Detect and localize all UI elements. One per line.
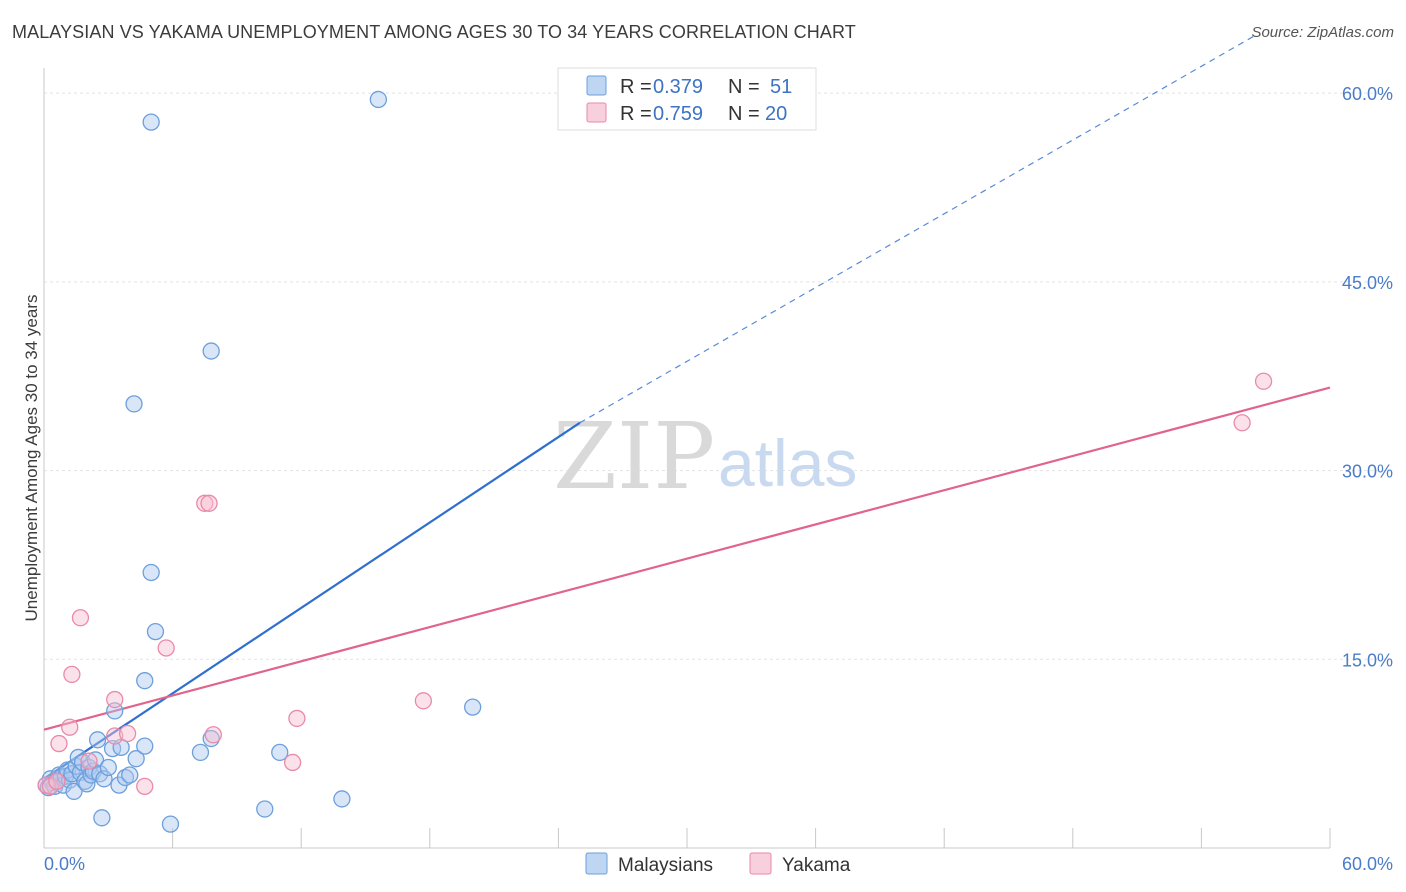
point-yakama — [157, 639, 175, 657]
point-malaysians — [95, 770, 113, 788]
top-legend: R = 0.379 N = 51 R = 0.759 N = 20 — [557, 67, 817, 131]
bottom-legend-swatch-malaysians — [585, 852, 608, 875]
bottom-legend-label-yakama: Yakama — [782, 855, 851, 876]
point-malaysians — [99, 758, 117, 777]
x-tick-labels: 0.0% 60.0% — [44, 854, 1393, 874]
point-malaysians — [136, 737, 154, 755]
point-malaysians — [256, 800, 274, 818]
point-yakama — [200, 494, 218, 512]
legend-swatch-yakama — [586, 102, 607, 123]
point-yakama — [196, 494, 214, 512]
trend-line-yakama — [43, 386, 1331, 731]
point-yakama — [414, 692, 433, 710]
point-yakama — [61, 718, 79, 736]
point-malaysians — [93, 809, 111, 827]
legend-n-value-malaysians: 51 — [770, 76, 792, 98]
point-malaysians — [65, 782, 83, 801]
axes — [43, 68, 1331, 849]
y-tick-label: 30.0% — [1342, 462, 1393, 482]
grid-lines — [44, 92, 1392, 660]
point-malaysians — [142, 563, 160, 582]
point-yakama — [288, 709, 306, 728]
point-yakama — [48, 772, 66, 790]
point-malaysians — [464, 698, 482, 716]
point-malaysians — [103, 739, 122, 758]
point-malaysians — [161, 815, 180, 833]
point-yakama — [204, 726, 222, 744]
point-malaysians — [146, 622, 165, 641]
point-yakama — [50, 734, 68, 753]
point-yakama — [63, 665, 81, 684]
legend-r-value-malaysians: 0.379 — [653, 76, 703, 98]
point-yakama — [106, 727, 124, 745]
point-malaysians — [88, 731, 107, 749]
legend-r-label-malaysians: R = — [620, 76, 652, 98]
point-yakama — [71, 609, 90, 627]
y-tick-label: 45.0% — [1342, 273, 1393, 293]
y-axis-title: Unemployment Among Ages 30 to 34 years — [22, 295, 41, 622]
point-yakama — [106, 690, 124, 709]
legend-r-value-yakama: 0.759 — [653, 103, 703, 125]
point-yakama — [118, 724, 137, 743]
series-malaysians — [37, 90, 482, 833]
bottom-legend-swatch-yakama — [749, 852, 772, 875]
series-yakama — [37, 372, 1273, 796]
point-yakama — [283, 753, 302, 772]
legend-n-label-yakama: N = — [728, 103, 760, 125]
point-malaysians — [271, 743, 289, 762]
point-malaysians — [369, 90, 388, 109]
point-malaysians — [191, 743, 210, 762]
legend-r-label-yakama: R = — [620, 103, 652, 125]
point-yakama — [80, 752, 98, 770]
x-tick-label: 60.0% — [1342, 854, 1393, 874]
watermark-zip: ZIP — [553, 403, 715, 510]
point-yakama — [1233, 414, 1251, 432]
source-label: Source: ZipAtlas.com — [1251, 24, 1394, 41]
point-malaysians — [125, 395, 143, 413]
y-axis-title-group: Unemployment Among Ages 30 to 34 years — [22, 295, 41, 622]
point-malaysians — [121, 766, 139, 784]
watermark: ZIP atlas — [553, 403, 857, 510]
point-malaysians — [202, 342, 220, 360]
point-malaysians — [86, 751, 105, 769]
y-tick-labels: 15.0% 30.0% 45.0% 60.0% — [1342, 84, 1393, 670]
x-tick-label: 0.0% — [44, 854, 85, 874]
watermark-atlas: atlas — [718, 426, 857, 500]
y-tick-label: 60.0% — [1342, 84, 1393, 104]
point-malaysians — [136, 672, 154, 690]
trend-lines — [43, 34, 1331, 780]
bottom-legend-label-malaysians: Malaysians — [618, 855, 713, 876]
point-yakama — [1254, 372, 1273, 390]
legend-n-label-malaysians: N = — [728, 76, 760, 98]
point-malaysians — [333, 790, 351, 808]
point-malaysians — [127, 750, 145, 768]
bottom-legend: Malaysians Yakama — [585, 852, 851, 876]
trend-line-malaysians — [43, 421, 581, 780]
y-tick-label: 15.0% — [1342, 650, 1393, 670]
legend-swatch-malaysians — [586, 75, 607, 96]
chart-title: MALAYSIAN VS YAKAMA UNEMPLOYMENT AMONG A… — [12, 22, 856, 42]
trend-line-malaysians-extension — [579, 34, 1256, 424]
point-yakama — [136, 777, 154, 796]
legend-n-value-yakama: 20 — [765, 103, 787, 125]
point-malaysians — [142, 113, 160, 131]
